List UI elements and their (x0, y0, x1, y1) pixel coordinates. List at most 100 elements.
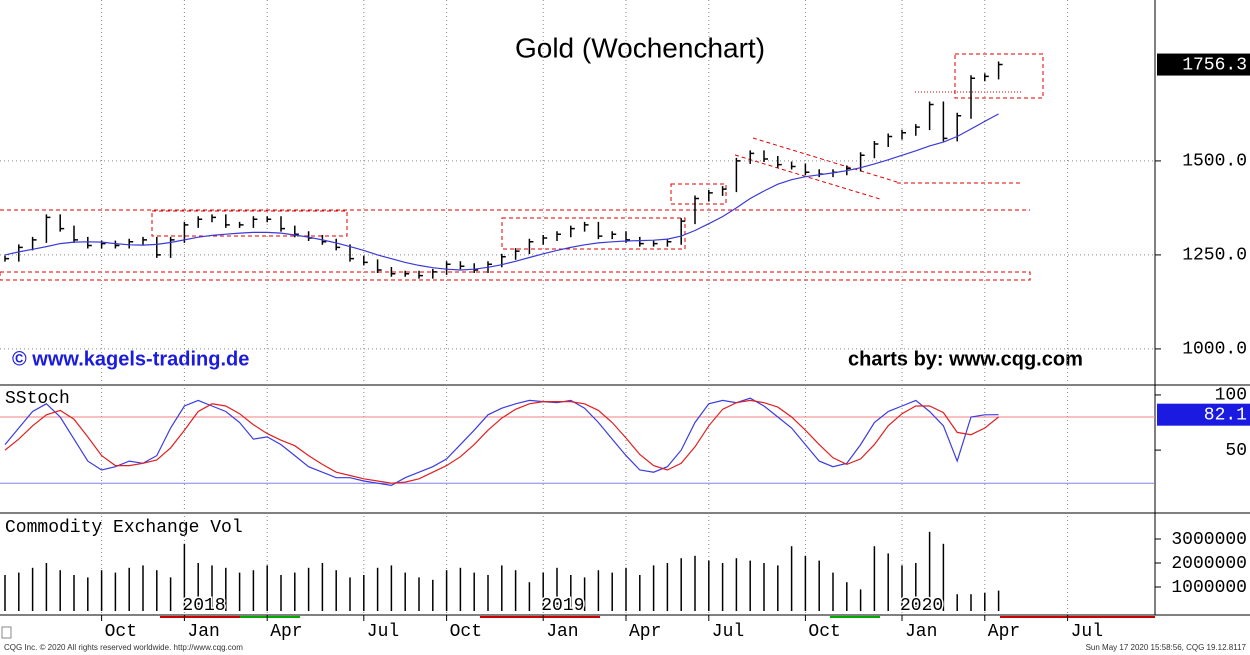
price-bar (928, 101, 934, 131)
price-bar (611, 231, 617, 240)
range-box (670, 183, 727, 205)
price-bar (335, 238, 341, 251)
price-bar (570, 225, 575, 238)
price-bar (4, 255, 9, 262)
price-bar (432, 268, 437, 279)
price-bar (390, 266, 396, 277)
price-bar (873, 140, 879, 159)
price-bar (984, 73, 989, 82)
last-value-box (1157, 403, 1250, 426)
price-bar (514, 248, 520, 260)
price-bar (114, 240, 120, 249)
chart-title: Gold (Wochenchart) (515, 32, 765, 63)
x-tick-label: Oct (105, 622, 137, 642)
price-bar (721, 186, 727, 196)
last-value-label: 82.1 (1204, 405, 1247, 425)
x-tick-label: Oct (808, 622, 840, 642)
price-bar (266, 216, 272, 223)
x-tick-label: Apr (629, 622, 661, 642)
price-bar (777, 156, 782, 168)
moving-average (4, 113, 999, 271)
year-label: 2019 (541, 596, 584, 616)
x-tick-label: Oct (450, 622, 482, 642)
price-bar (666, 238, 672, 247)
price-bar (790, 161, 796, 170)
y-tick-label: 100 (1215, 386, 1247, 406)
scroll-box[interactable] (1, 626, 12, 639)
price-bar (31, 236, 37, 251)
price-bar (970, 75, 975, 119)
range-box (501, 217, 686, 250)
x-tick-label: Apr (270, 622, 302, 642)
x-tick-label: Jul (1071, 622, 1103, 642)
price-bar (901, 129, 906, 140)
y-tick-label: 50 (1225, 441, 1247, 461)
price-bar (45, 214, 51, 243)
y-tick-label: 1250.0 (1182, 246, 1247, 266)
price-bar (238, 221, 244, 228)
price-bar (804, 163, 810, 176)
price-bar (142, 236, 147, 245)
price-bar (942, 101, 948, 142)
annotation-shapes (0, 53, 1044, 281)
year-label: 2018 (182, 596, 225, 616)
stoch-line (4, 397, 999, 487)
stoch-line (4, 399, 999, 484)
panel-title: SStoch (5, 389, 70, 409)
panel-title: Commodity Exchange Vol (5, 518, 243, 538)
x-tick-label: Jan (905, 622, 937, 642)
last-price-box (1157, 53, 1250, 76)
price-bar (542, 234, 548, 245)
price-bar (376, 259, 382, 273)
price-bar (528, 238, 534, 255)
support-zone (0, 271, 1031, 281)
y-tick-label: 3000000 (1171, 530, 1247, 550)
price-bar (680, 218, 686, 245)
range-box (151, 210, 348, 237)
x-tick-label: Jan (187, 622, 219, 642)
price-bar (418, 270, 423, 279)
price-bar (708, 189, 713, 202)
price-bar (404, 270, 410, 277)
price-bar (18, 244, 23, 262)
x-tick-label: Jan (546, 622, 578, 642)
footer-left: CQG Inc. © 2020 All rights reserved worl… (4, 643, 243, 652)
price-bar (211, 214, 216, 223)
price-bar (915, 124, 920, 136)
y-tick-label: 2000000 (1171, 554, 1247, 574)
x-tick-label: Jul (712, 622, 744, 642)
year-label: 2020 (900, 596, 943, 616)
price-bar (556, 231, 561, 241)
y-tick-label: 1500.0 (1182, 152, 1247, 172)
price-bar (280, 216, 285, 232)
price-bar (763, 150, 768, 163)
y-tick-label: 1000000 (1171, 578, 1247, 598)
price-bar (694, 195, 699, 225)
price-bar (749, 150, 755, 164)
price-bar (639, 236, 644, 247)
price-bar (583, 221, 589, 232)
range-box (954, 53, 1044, 99)
price-bar (735, 157, 741, 193)
price-bar (445, 261, 451, 275)
price-bar (87, 236, 92, 249)
price-bar (252, 216, 258, 228)
channel-line (734, 154, 881, 200)
price-bar (59, 214, 65, 232)
credit: charts by: www.cqg.com (848, 348, 1083, 370)
price-bar (225, 214, 230, 228)
price-bar (156, 236, 161, 258)
price-bar (652, 240, 658, 247)
price-bar (363, 255, 368, 266)
price-bar (349, 244, 354, 262)
x-tick-label: Jul (367, 622, 399, 642)
price-bar (128, 238, 134, 249)
watermark: © www.kagels-trading.de (12, 348, 249, 370)
price-bar (997, 61, 1003, 80)
price-bar (73, 225, 78, 243)
x-tick-label: Apr (988, 622, 1020, 642)
footer-right: Sun May 17 2020 15:58:56, CQG 19.12.8117 (1086, 643, 1247, 652)
y-tick-label: 1000.0 (1182, 340, 1247, 360)
